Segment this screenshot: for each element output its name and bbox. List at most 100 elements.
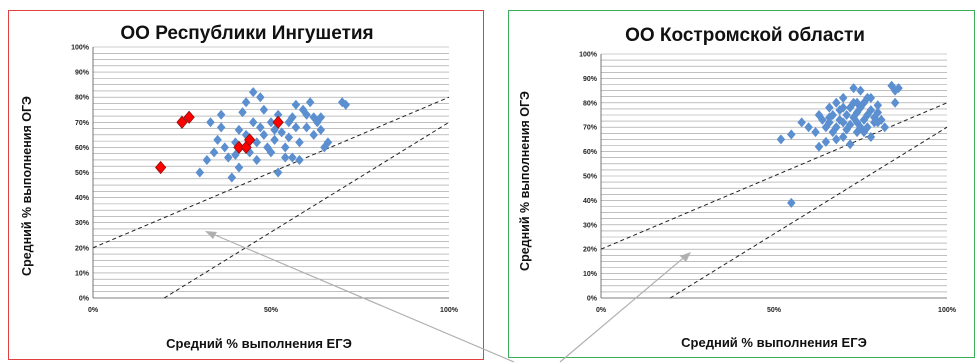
- data-point: [227, 172, 237, 183]
- data-point: [266, 117, 276, 128]
- data-point: [195, 167, 205, 178]
- y-axis-label: Средний % выполнения ОГЭ: [20, 96, 34, 276]
- data-point: [863, 92, 872, 103]
- arrow-head-right: [680, 252, 691, 262]
- y-tick-label: 90%: [583, 76, 598, 83]
- data-point: [821, 136, 831, 147]
- data-point-highlighted: [176, 115, 188, 129]
- data-point: [273, 167, 283, 178]
- data-point: [259, 104, 269, 115]
- data-point: [852, 117, 862, 128]
- data-point: [248, 87, 258, 98]
- y-tick-label: 20%: [583, 247, 598, 254]
- chart-title: ОО Республики Ингушетия: [120, 23, 373, 44]
- data-point: [838, 102, 848, 113]
- y-tick-label: 30%: [583, 222, 598, 229]
- y-tick-label: 40%: [75, 195, 90, 202]
- y-tick-label: 10%: [583, 271, 598, 278]
- data-point: [291, 122, 301, 133]
- data-point: [842, 110, 851, 120]
- data-point: [266, 147, 276, 158]
- data-point: [787, 129, 796, 140]
- x-tick-label: 50%: [264, 307, 279, 314]
- data-point: [241, 129, 251, 140]
- data-point: [856, 85, 865, 96]
- data-point: [231, 149, 240, 160]
- arrow-line-left: [207, 231, 515, 363]
- data-point: [804, 122, 813, 133]
- data-point: [277, 127, 286, 138]
- reference-line: [669, 126, 948, 299]
- y-tick-label: 0%: [79, 296, 90, 303]
- chart-kostroma: ОО Костромской области Средний % выполне…: [518, 25, 957, 350]
- data-point: [890, 97, 900, 108]
- data-point: [241, 97, 251, 108]
- data-point: [890, 85, 900, 96]
- data-point: [873, 117, 883, 128]
- data-point: [234, 162, 244, 173]
- plot-area: 0% 10% 20% 30% 40% 50% 60% 70% 80% 90% 100% 0% 50% 10…: [71, 45, 459, 315]
- data-point: [880, 122, 889, 133]
- data-point: [256, 92, 265, 103]
- data-point: [213, 134, 222, 145]
- data-point: [825, 102, 834, 113]
- data-point: [842, 124, 851, 135]
- data-point: [305, 97, 315, 108]
- data-point: [216, 109, 226, 120]
- data-point: [863, 110, 872, 120]
- data-point: [811, 127, 820, 138]
- data-point: [852, 107, 862, 118]
- data-point: [288, 152, 297, 163]
- data-point: [838, 117, 848, 128]
- data-point: [316, 124, 326, 135]
- data-point: [832, 134, 841, 145]
- arrow-line-right: [559, 253, 689, 363]
- y-tick-label: 0%: [587, 296, 598, 303]
- data-point: [873, 100, 883, 111]
- chart-panel-ingushetia: ОО Республики Ингушетия Средний % выполн…: [8, 10, 484, 360]
- data-point: [852, 127, 862, 138]
- data-point-highlighted: [155, 160, 167, 175]
- data-point: [295, 137, 304, 148]
- data-point: [288, 112, 297, 123]
- data-point: [787, 197, 796, 208]
- data-point: [859, 127, 869, 138]
- data-point: [341, 99, 351, 110]
- y-tick-label: 40%: [583, 198, 598, 205]
- x-axis-label: Средний % выполнения ЕГЭ: [166, 336, 352, 351]
- reference-line: [92, 96, 450, 249]
- data-point: [302, 109, 311, 120]
- y-axis-label: Средний % выполнения ОГЭ: [518, 91, 532, 271]
- y-tick-label: 100%: [71, 45, 90, 52]
- x-tick-label: 0%: [596, 307, 607, 314]
- data-point: [259, 129, 269, 140]
- data-point-highlighted: [183, 110, 195, 124]
- y-tick-label: 60%: [75, 145, 90, 152]
- data-point: [866, 105, 876, 116]
- data-point: [270, 124, 279, 135]
- data-point: [302, 122, 311, 133]
- y-tick-label: 80%: [75, 95, 90, 102]
- y-tick-label: 50%: [75, 170, 90, 177]
- data-point: [797, 117, 806, 128]
- data-point: [280, 152, 290, 163]
- plot-area: 0% 10% 20% 30% 40% 50% 60% 70% 80% 90% 100% 0% 50% 10…: [579, 52, 957, 315]
- data-point: [209, 147, 219, 158]
- data-point: [845, 139, 855, 150]
- y-tick-label: 100%: [579, 52, 598, 59]
- y-tick-label: 30%: [75, 220, 90, 227]
- arrow-head-left: [205, 231, 217, 239]
- data-point: [845, 119, 855, 130]
- y-tick-label: 70%: [583, 125, 598, 132]
- data-point: [838, 131, 848, 142]
- y-tick-label: 70%: [75, 120, 90, 127]
- data-point: [866, 131, 876, 142]
- data-point: [309, 129, 318, 140]
- data-point: [234, 124, 244, 135]
- data-point: [280, 142, 290, 153]
- x-tick-label: 0%: [88, 307, 99, 314]
- x-tick-label: 50%: [767, 307, 782, 314]
- data-point: [224, 152, 233, 163]
- data-point: [216, 122, 226, 133]
